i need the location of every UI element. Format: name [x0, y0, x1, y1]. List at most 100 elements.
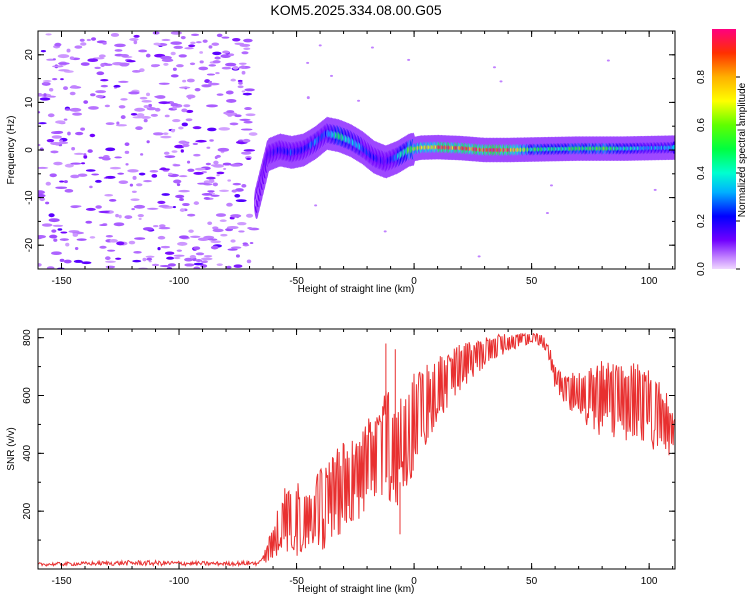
noise-cell	[90, 37, 97, 41]
noise-cell	[73, 152, 85, 155]
x-tick-label: -100	[169, 276, 189, 287]
noise-cell	[243, 149, 256, 152]
noise-cell	[94, 66, 101, 70]
noise-cell	[157, 200, 166, 205]
noise-cell	[46, 266, 55, 269]
noise-cell	[104, 194, 114, 197]
noise-cell	[57, 54, 70, 59]
noise-cell	[99, 245, 107, 249]
noise-cell	[64, 189, 74, 193]
noise-cell	[48, 213, 55, 218]
noise-cell	[146, 207, 159, 210]
noise-cell	[89, 236, 96, 239]
noise-cell	[193, 262, 204, 266]
noise-cell	[238, 230, 245, 233]
noise-cell	[96, 71, 105, 76]
noise-cell	[216, 33, 223, 38]
noise-cell	[170, 102, 179, 107]
noise-cell	[306, 96, 310, 100]
noise-cell	[55, 120, 66, 124]
noise-cell	[370, 46, 374, 49]
noise-cell	[242, 92, 253, 96]
noise-cell	[232, 38, 241, 42]
noise-cell	[186, 213, 196, 217]
noise-cell	[145, 53, 151, 58]
noise-cell	[86, 38, 91, 42]
noise-cell	[185, 141, 190, 144]
noise-cell	[230, 246, 242, 249]
noise-cell	[233, 264, 243, 268]
noise-cell	[241, 51, 249, 55]
noise-cell	[52, 224, 64, 227]
noise-cell	[131, 208, 135, 211]
noise-cell	[189, 255, 196, 259]
noise-cell	[51, 135, 62, 139]
noise-cell	[120, 54, 129, 58]
noise-cell	[77, 173, 88, 177]
noise-cell	[105, 175, 116, 179]
y-tick-label: 10	[24, 96, 35, 108]
noise-cell	[182, 79, 187, 83]
noise-cell	[105, 122, 115, 126]
noise-cell	[217, 147, 230, 152]
noise-cell	[58, 69, 70, 72]
noise-cell	[146, 106, 157, 111]
noise-cell	[46, 138, 55, 143]
noise-cell	[87, 58, 99, 63]
noise-cell	[208, 64, 217, 67]
noise-cell	[202, 39, 208, 43]
noise-cell	[205, 162, 212, 166]
noise-cell	[38, 93, 43, 97]
colorbar-tick-label: 0.4	[696, 166, 707, 180]
noise-cell	[219, 219, 227, 223]
noise-cell	[181, 143, 190, 148]
noise-cell	[238, 81, 243, 85]
noise-cell	[87, 106, 99, 110]
x-tick-label: 100	[641, 276, 658, 287]
noise-cell	[234, 114, 242, 118]
noise-cell	[85, 169, 96, 172]
noise-cell	[119, 62, 130, 67]
noise-cell	[38, 122, 47, 125]
noise-cell	[74, 247, 79, 251]
noise-cell	[105, 256, 111, 261]
y-tick-label: 800	[22, 329, 33, 346]
noise-cell	[54, 42, 62, 47]
noise-cell	[45, 33, 52, 36]
noise-cell	[114, 49, 123, 52]
noise-cell	[43, 81, 49, 84]
noise-cell	[174, 144, 185, 149]
noise-cell	[216, 174, 220, 177]
noise-cell	[170, 31, 183, 35]
noise-cell	[208, 179, 215, 184]
noise-cell	[178, 140, 188, 144]
noise-cell	[176, 249, 182, 252]
noise-cell	[38, 111, 41, 114]
noise-cell	[63, 259, 72, 264]
noise-cell	[216, 171, 225, 175]
noise-cell	[63, 180, 68, 184]
noise-cell	[118, 80, 129, 83]
noise-cell	[216, 263, 223, 267]
noise-cell	[201, 84, 212, 87]
noise-cell	[176, 64, 184, 68]
noise-cell	[193, 153, 201, 157]
noise-cell	[107, 249, 116, 252]
noise-cell	[606, 59, 610, 62]
noise-cell	[138, 217, 142, 220]
noise-cell	[129, 38, 139, 41]
noise-cell	[192, 142, 199, 146]
noise-cell	[190, 41, 196, 45]
noise-cell	[132, 259, 142, 263]
noise-cell	[146, 140, 150, 144]
noise-cell	[239, 43, 251, 47]
noise-cell	[51, 77, 58, 81]
noise-cell	[72, 112, 83, 116]
noise-cell	[241, 70, 246, 75]
noise-cell	[230, 78, 236, 82]
noise-cell	[172, 106, 177, 110]
noise-cell	[235, 254, 240, 258]
noise-cell	[75, 131, 84, 136]
noise-cell	[133, 250, 142, 254]
